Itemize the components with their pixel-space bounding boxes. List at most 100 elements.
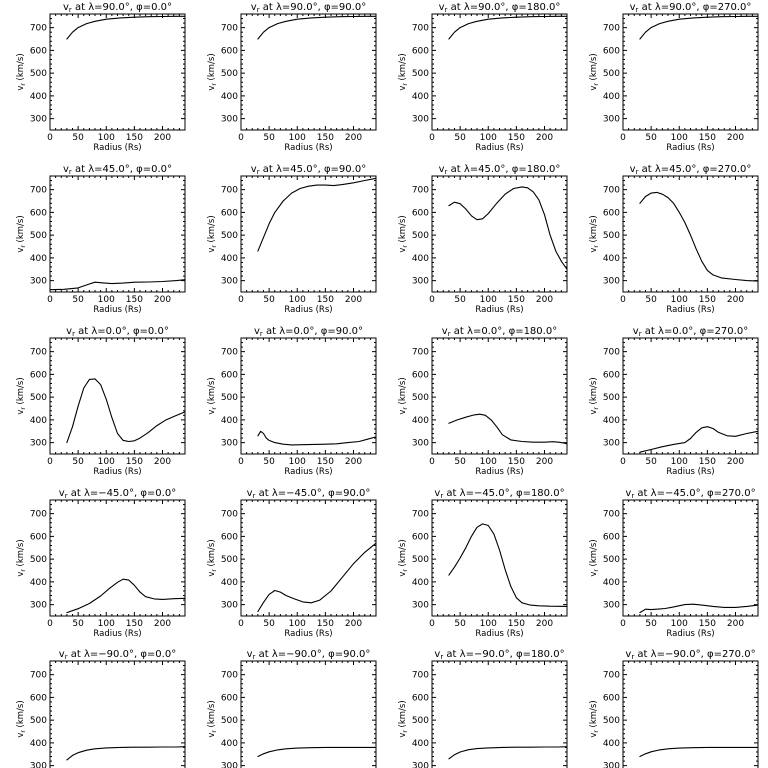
y-tick-label: 300	[221, 115, 238, 125]
y-tick-label: 600	[221, 370, 238, 380]
y-axis-label: vr (km/s)	[207, 539, 218, 576]
title-lat-value: =−90.0°,	[466, 649, 516, 660]
y-tick-label: 300	[412, 277, 429, 287]
ylabel-symbol: v	[16, 248, 26, 253]
title-text: at	[642, 326, 658, 337]
title-lat-value: =−90.0°,	[657, 649, 707, 660]
title-lat-value: =45.0°,	[94, 164, 136, 175]
y-tick-label: 400	[603, 739, 620, 749]
y-tick-label: 300	[412, 439, 429, 449]
title-subscript: r	[257, 6, 260, 14]
series-line	[448, 15, 568, 40]
x-axis-label: Radius (Rs)	[666, 143, 714, 153]
ylabel-unit: (km/s)	[398, 53, 408, 83]
x-tick-label: 200	[536, 133, 553, 143]
series-line	[448, 523, 568, 607]
title-subscript: r	[65, 653, 68, 661]
plot-frame	[240, 337, 377, 455]
title-lat-symbol: λ	[276, 164, 282, 175]
title-lat-symbol: λ	[84, 488, 90, 499]
x-tick-label: 150	[508, 619, 525, 629]
title-lon-symbol: φ	[133, 326, 140, 337]
x-tick-label: 0	[47, 457, 53, 467]
x-tick-label: 200	[536, 619, 553, 629]
title-lon-value: =90.0°	[327, 326, 363, 337]
y-axis-label: vr (km/s)	[398, 700, 409, 737]
ylabel-unit: (km/s)	[589, 215, 599, 245]
y-tick-label: 700	[221, 24, 238, 34]
x-axis-label: Radius (Rs)	[475, 629, 523, 639]
y-tick-label: 600	[30, 46, 47, 56]
x-axis-label: Radius (Rs)	[284, 467, 332, 477]
subplot-title: vr at λ=0.0°, φ=90.0°	[254, 326, 363, 338]
series-line	[639, 191, 759, 282]
x-tick-label: 50	[454, 457, 466, 467]
y-tick-label: 700	[30, 671, 47, 681]
title-subscript: r	[440, 492, 443, 500]
ylabel-symbol: v	[589, 410, 599, 415]
title-lat-symbol: λ	[464, 164, 470, 175]
title-symbol: v	[251, 164, 257, 175]
ylabel-subscript: r	[402, 407, 409, 410]
y-tick-label: 500	[30, 555, 47, 565]
subplot-title: vr at λ=0.0°, φ=0.0°	[66, 326, 169, 338]
title-lon-value: =270.0°	[709, 164, 751, 175]
title-subscript: r	[72, 330, 75, 338]
series-line	[66, 15, 186, 40]
title-lat-value: =90.0°,	[94, 2, 136, 13]
y-tick-label: 400	[412, 739, 429, 749]
title-lon-symbol: φ	[512, 164, 519, 175]
y-tick-label: 300	[30, 439, 47, 449]
title-symbol: v	[439, 2, 445, 13]
y-tick-label: 500	[412, 716, 429, 726]
y-axis-label: vr (km/s)	[207, 377, 218, 414]
y-tick-label: 400	[603, 254, 620, 264]
title-lat-value: =45.0°,	[470, 164, 512, 175]
ylabel-unit: (km/s)	[398, 700, 408, 730]
title-symbol: v	[625, 649, 631, 660]
title-lon-value: =180.0°	[523, 488, 565, 499]
title-lat-symbol: λ	[658, 326, 664, 337]
y-tick-label: 500	[221, 69, 238, 79]
title-symbol: v	[254, 326, 260, 337]
series-line	[257, 430, 377, 446]
x-tick-label: 100	[289, 457, 306, 467]
title-lat-symbol: λ	[467, 326, 473, 337]
ylabel-unit: (km/s)	[207, 700, 217, 730]
y-tick-label: 300	[603, 601, 620, 611]
x-tick-label: 200	[536, 295, 553, 305]
x-tick-label: 100	[289, 619, 306, 629]
ylabel-unit: (km/s)	[398, 377, 408, 407]
y-axis-label: vr (km/s)	[398, 377, 409, 414]
title-text: at	[447, 2, 463, 13]
x-tick-label: 200	[154, 457, 171, 467]
ylabel-unit: (km/s)	[589, 539, 599, 569]
y-tick-label: 700	[412, 348, 429, 358]
x-tick-label: 150	[508, 457, 525, 467]
x-tick-label: 200	[536, 457, 553, 467]
x-tick-label: 50	[72, 619, 84, 629]
title-lon-symbol: φ	[516, 649, 523, 660]
y-tick-label: 700	[30, 186, 47, 196]
y-tick-label: 400	[412, 92, 429, 102]
title-subscript: r	[260, 330, 263, 338]
x-tick-label: 200	[345, 457, 362, 467]
y-tick-label: 500	[603, 231, 620, 241]
y-tick-label: 700	[221, 510, 238, 520]
y-tick-label: 500	[603, 555, 620, 565]
title-lat-symbol: λ	[651, 488, 657, 499]
ylabel-unit: (km/s)	[398, 215, 408, 245]
x-tick-label: 50	[72, 457, 84, 467]
y-tick-label: 400	[30, 416, 47, 426]
y-tick-label: 400	[30, 254, 47, 264]
ylabel-symbol: v	[398, 86, 408, 91]
plot-frame	[622, 660, 759, 768]
